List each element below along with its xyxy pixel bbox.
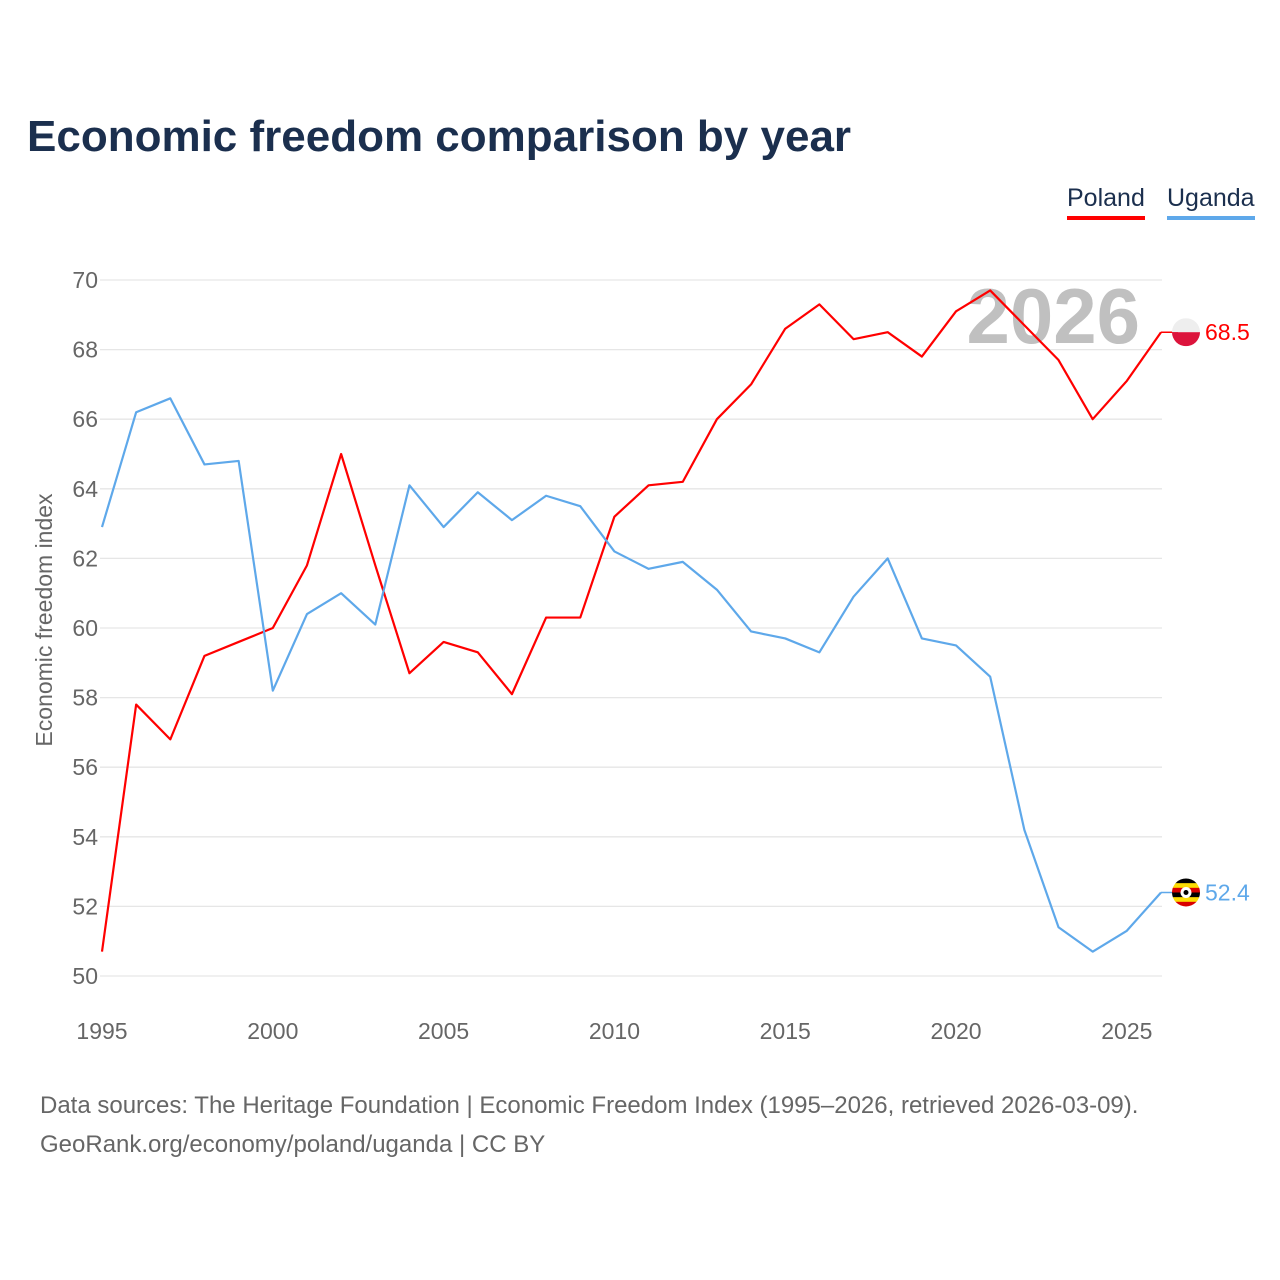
- y-tick-label: 56: [72, 754, 98, 780]
- end-value-label-poland: 68.5: [1205, 319, 1250, 345]
- y-tick-label: 70: [72, 267, 98, 293]
- series-line-poland[interactable]: [100, 289, 1162, 952]
- y-tick-label: 62: [72, 545, 98, 571]
- source-link[interactable]: GeoRank.org/economy/poland/uganda | CC B…: [40, 1131, 546, 1158]
- y-tick-label: 60: [72, 615, 98, 641]
- x-tick-label: 2000: [247, 1018, 298, 1044]
- y-tick-label: 58: [72, 685, 98, 711]
- y-tick-label: 68: [72, 337, 98, 363]
- data-sources: Data sources: The Heritage Foundation | …: [40, 1092, 1139, 1119]
- legend-uganda[interactable]: Uganda: [1167, 184, 1255, 220]
- poland-flag-icon: [1172, 318, 1200, 347]
- footer: Data sources: The Heritage Foundation | …: [40, 1086, 1138, 1164]
- x-tick-label: 2015: [760, 1018, 811, 1044]
- legend-poland[interactable]: Poland: [1067, 184, 1145, 220]
- y-tick-label: 50: [72, 963, 98, 989]
- series-line-uganda[interactable]: [100, 397, 1162, 953]
- y-tick-label: 66: [72, 406, 98, 432]
- x-tick-label: 2025: [1101, 1018, 1152, 1044]
- year-watermark: 2026: [966, 272, 1140, 360]
- y-axis-label: Economic freedom index: [31, 493, 57, 747]
- y-tick-label: 54: [72, 824, 98, 850]
- x-tick-label: 2020: [930, 1018, 981, 1044]
- y-tick-label: 64: [72, 476, 98, 502]
- x-tick-label: 2010: [589, 1018, 640, 1044]
- x-tick-label: 1995: [76, 1018, 127, 1044]
- y-tick-label: 52: [72, 893, 98, 919]
- end-value-label-uganda: 52.4: [1205, 879, 1250, 905]
- uganda-flag-icon: [1172, 878, 1200, 907]
- chart-title: Economic freedom comparison by year: [27, 112, 852, 161]
- x-tick-label: 2005: [418, 1018, 469, 1044]
